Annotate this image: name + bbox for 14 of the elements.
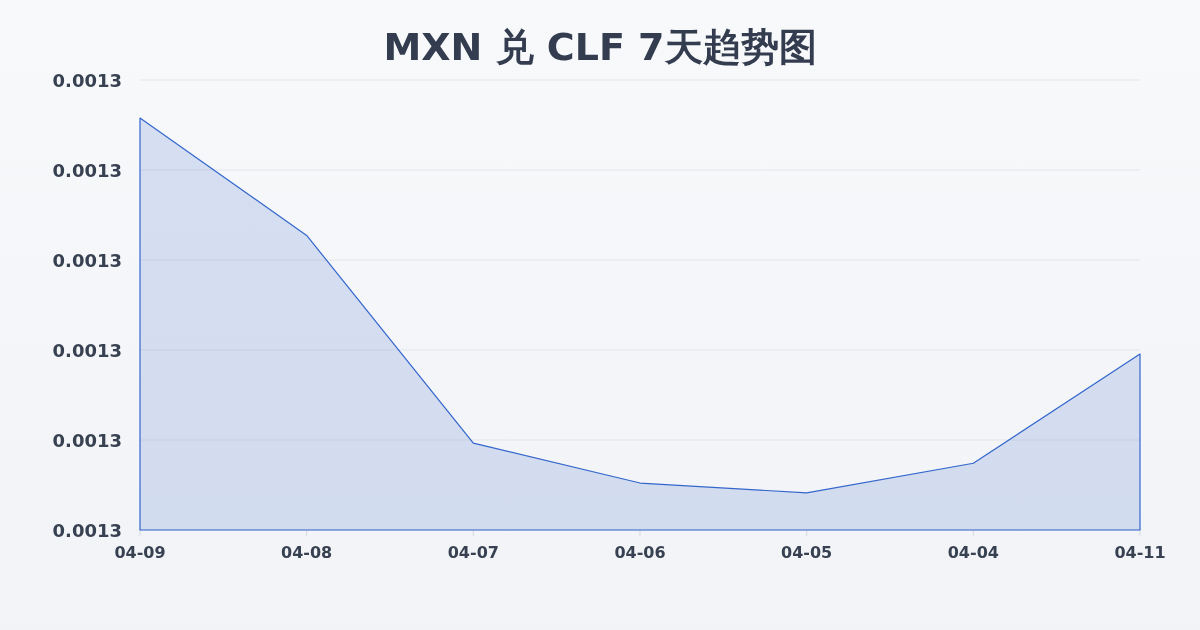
x-tick-label: 04-06: [614, 543, 666, 562]
chart-title: MXN 兑 CLF 7天趋势图: [383, 25, 817, 69]
x-tick-label: 04-04: [947, 543, 999, 562]
x-tick-label: 04-09: [114, 543, 166, 562]
text: 0.0013: [52, 339, 122, 361]
text: 0.0013: [52, 159, 122, 181]
x-tick-label: 04-08: [281, 543, 333, 562]
text: 0.0013: [52, 519, 122, 541]
text: 0.0013: [52, 69, 122, 91]
text: 0.0013: [52, 429, 122, 451]
x-tick-label: 04-05: [781, 543, 833, 562]
x-tick-label: 04-07: [447, 543, 499, 562]
text: 0.0013: [52, 249, 122, 271]
x-tick-label: 04-11: [1114, 543, 1166, 562]
